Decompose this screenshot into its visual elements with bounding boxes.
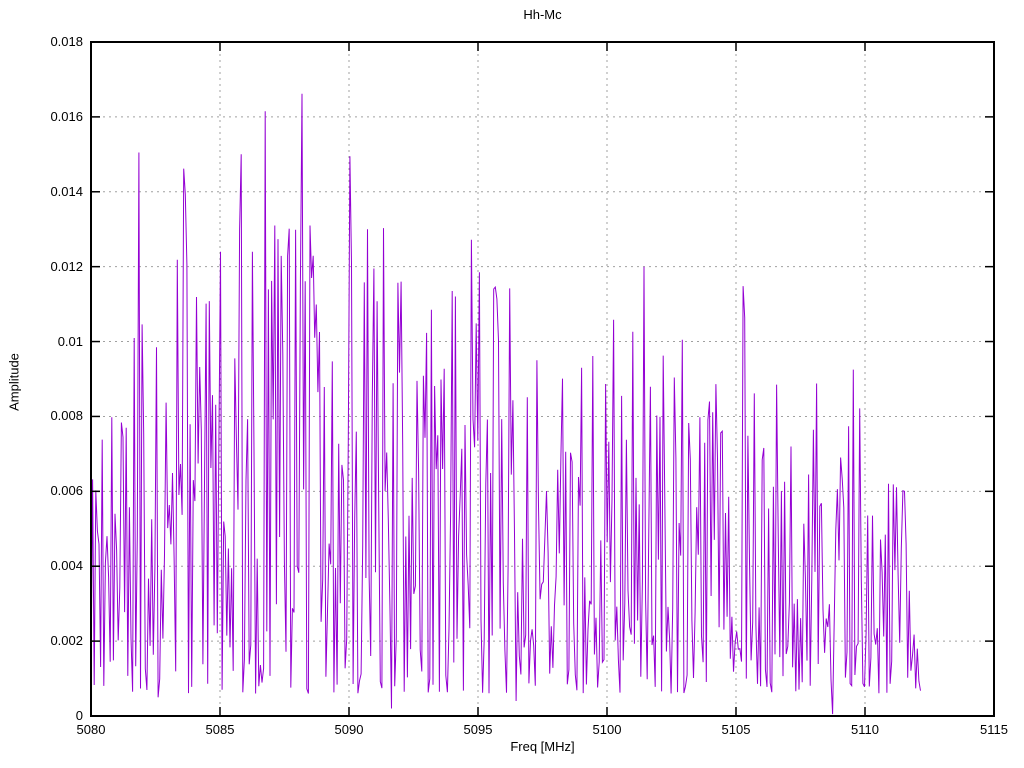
y-tick-label: 0.014: [50, 183, 83, 199]
x-tick-label: 5085: [205, 722, 235, 737]
y-tick-label: 0.002: [50, 633, 83, 649]
y-tick-label: 0.008: [50, 408, 83, 424]
y-tick-label: 0.004: [50, 558, 83, 574]
plot-border: [90, 41, 995, 717]
data-series-line: [90, 93, 921, 715]
x-tick-label: 5105: [721, 722, 751, 737]
x-tick-label: 5095: [463, 722, 493, 737]
y-tick-label: 0.006: [50, 483, 83, 499]
chart-title: Hh-Mc: [523, 7, 562, 22]
x-tick-label: 5090: [334, 722, 364, 737]
y-tick-label: 0.01: [57, 333, 83, 349]
x-tick-label: 5115: [980, 722, 1008, 737]
y-tick-label: 0.018: [50, 34, 83, 49]
x-axis-title: Freq [MHz]: [510, 739, 575, 754]
x-tick-label: 5100: [592, 722, 622, 737]
y-tick-label: 0.012: [50, 258, 83, 274]
data-series: [90, 93, 921, 715]
x-tick-label: 5080: [76, 722, 106, 737]
y-tick-label: 0: [75, 708, 83, 723]
y-tick-label: 0.016: [50, 108, 83, 124]
axis-ticks: [90, 41, 995, 717]
x-tick-label: 5110: [851, 722, 879, 737]
